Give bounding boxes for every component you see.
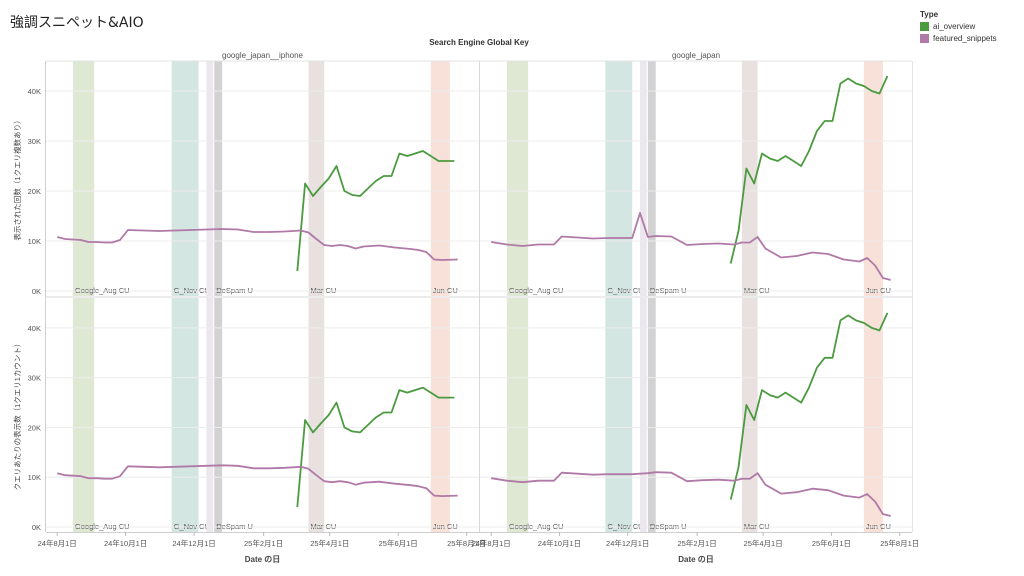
legend-swatch-ai-overview [920, 22, 929, 31]
x-tick-label: 24年8月1日 [472, 538, 511, 548]
row-label-1: クエリあたりの表示数（1クエリ1カウント） [12, 340, 22, 491]
band-2 [640, 298, 647, 532]
y-tick-label: 20K [28, 423, 41, 432]
series-line-ai_overview [729, 312, 889, 500]
column-header-1: google_japan [672, 51, 720, 60]
x-tick-label: 25年2月1日 [678, 538, 717, 548]
x-tick-label: 25年4月1日 [310, 538, 349, 548]
x-tick-label: 25年2月1日 [244, 538, 283, 548]
band-5 [430, 61, 450, 296]
x-tick-label: 25年4月1日 [744, 538, 783, 548]
column-header-0: google_japan__iphone [222, 51, 304, 60]
band-3 [214, 61, 223, 296]
x-tick-label: 25年6月1日 [812, 538, 851, 548]
series-line-featured_snippets [491, 471, 891, 517]
legend-swatch-featured-snippets [920, 34, 929, 43]
legend-label-featured-snippets: featured_snippets [933, 34, 997, 43]
legend-label-ai-overview: ai_overview [933, 22, 976, 31]
x-tick-label: 24年10月1日 [538, 538, 581, 548]
band-4 [741, 298, 758, 532]
x-tick-label: 24年12月1日 [606, 538, 649, 548]
y-tick-label: 10K [28, 237, 41, 246]
y-tick-label: 30K [28, 374, 41, 383]
page-title: 強調スニペット&AIO [10, 15, 144, 31]
band-0 [72, 61, 95, 296]
band-2 [206, 298, 214, 532]
band-4 [308, 298, 325, 532]
band-1 [605, 61, 633, 296]
series-line-ai_overview [296, 386, 455, 508]
band-3 [647, 298, 656, 532]
column-header-title: Search Engine Global Key [429, 38, 529, 47]
band-2 [206, 61, 214, 296]
x-tick-label: 24年12月1日 [172, 538, 215, 548]
y-tick-label: 30K [28, 137, 41, 146]
band-1 [605, 298, 633, 532]
band-5 [430, 298, 450, 532]
legend-title: Type [920, 10, 939, 19]
band-5 [863, 298, 883, 532]
band-3 [214, 298, 223, 532]
series-line-ai_overview [296, 150, 455, 272]
y-tick-label: 40K [28, 87, 41, 96]
x-tick-label: 25年6月1日 [379, 538, 418, 548]
x-axis-title-1: Date の日 [678, 555, 714, 564]
x-tick-label: 24年8月1日 [38, 538, 77, 548]
panel-1-0: Google_Aug CU G_Nov CU DeSpam U Mar CU Jun C… [480, 61, 912, 296]
y-tick-label: 0K [32, 523, 41, 532]
series-line-featured_snippets [56, 464, 458, 498]
row-label-0: 表示された回数（1クエリ複数あり） [12, 116, 22, 240]
series-line-ai_overview [729, 75, 889, 264]
legend-item-ai-overview[interactable]: ai_overview [920, 22, 997, 31]
band-3 [647, 61, 656, 296]
panel-1-1: Google_Aug CU G_Nov CU DeSpam U Mar CU Jun C… [480, 298, 912, 532]
band-1 [171, 61, 199, 296]
y-tick-label: 40K [28, 324, 41, 333]
band-1 [171, 298, 199, 532]
panel-0-1: Google_Aug CU G_Nov CU DeSpam U Mar CU Jun C… [46, 298, 479, 532]
y-tick-label: 0K [32, 287, 41, 296]
x-tick-label: 25年8月1日 [447, 538, 486, 548]
band-0 [506, 298, 529, 532]
y-tick-label: 20K [28, 187, 41, 196]
band-4 [308, 61, 325, 296]
x-tick-label: 25年8月1日 [880, 538, 919, 548]
band-0 [506, 61, 529, 296]
band-5 [863, 61, 883, 296]
band-0 [72, 298, 95, 532]
y-tick-label: 10K [28, 473, 41, 482]
band-4 [741, 61, 758, 296]
legend: Type ai_overview featured_snippets [920, 10, 997, 46]
x-tick-label: 24年10月1日 [104, 538, 147, 548]
x-axis-title-0: Date の日 [245, 555, 281, 564]
panel-0-0: Google_Aug CU G_Nov CU DeSpam U Mar CU Jun C… [46, 61, 479, 296]
band-2 [640, 61, 647, 296]
series-line-featured_snippets [56, 228, 458, 261]
legend-item-featured-snippets[interactable]: featured_snippets [920, 34, 997, 43]
series-line-featured_snippets [491, 212, 891, 281]
